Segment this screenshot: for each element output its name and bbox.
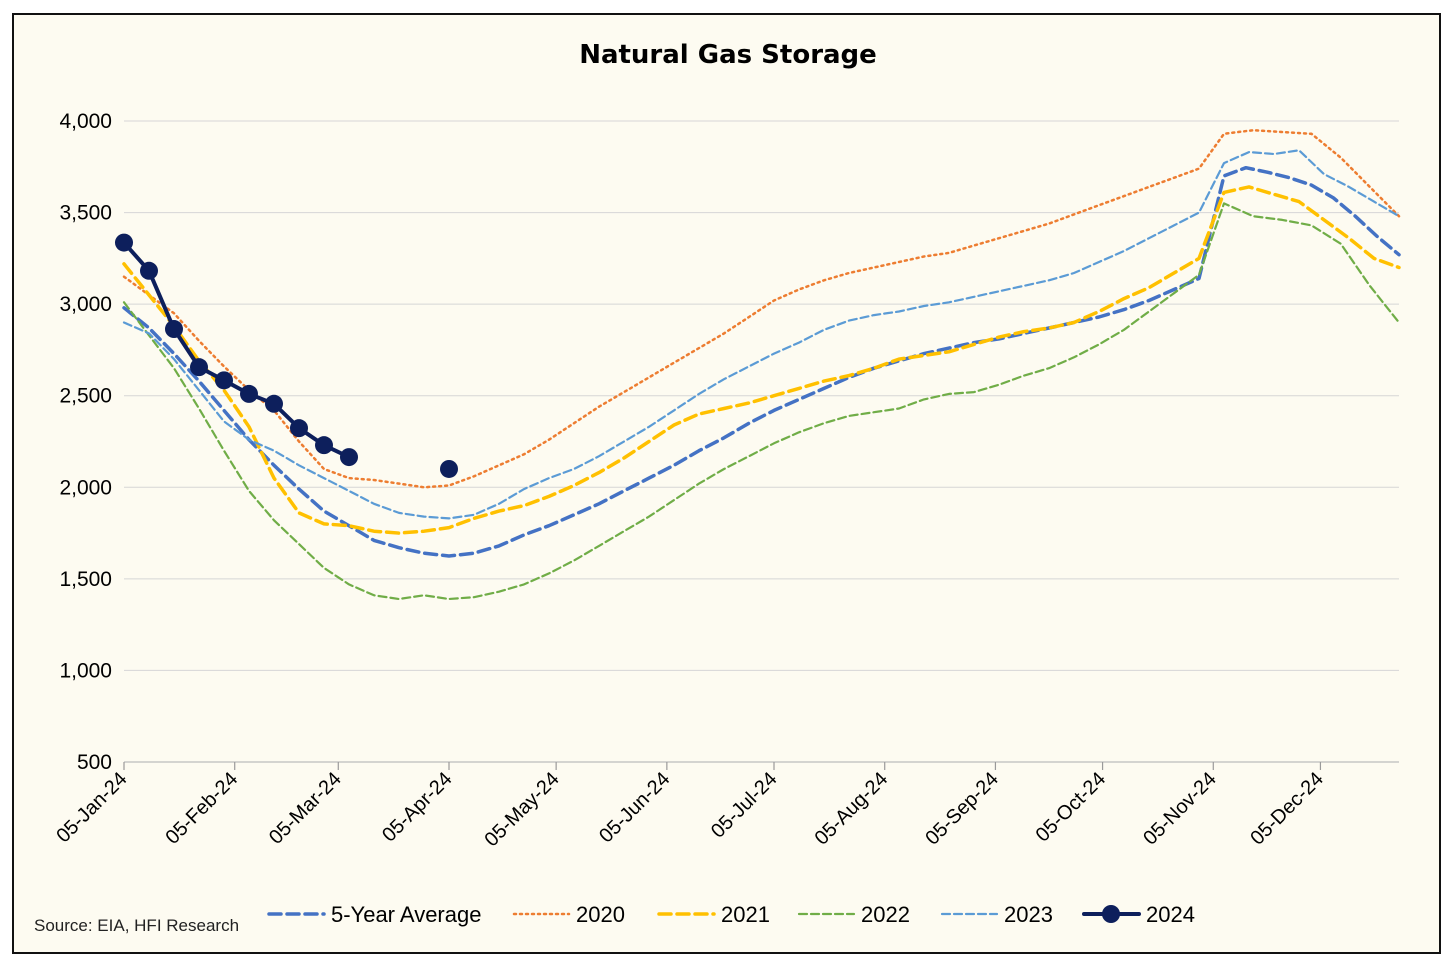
series-2024 [115, 233, 458, 478]
y-tick-label: 1,500 [59, 568, 112, 591]
data-point [190, 358, 208, 377]
data-point [165, 320, 183, 339]
y-tick-label: 4,000 [59, 110, 112, 133]
y-tick-label: 3,000 [59, 293, 112, 316]
legend-label: 2021 [721, 902, 770, 927]
series-2021 [122, 185, 1401, 535]
series-line [122, 128, 1401, 489]
legend-label: 2023 [1004, 902, 1053, 927]
legend-label: 2024 [1146, 902, 1195, 927]
data-point [290, 419, 308, 438]
series-layer [115, 128, 1401, 601]
y-tick-label: 2,500 [59, 385, 112, 408]
legend-marker [1102, 905, 1120, 923]
x-tick-label: 05-Nov-24 [1139, 768, 1221, 850]
legend-label: 5-Year Average [331, 902, 481, 927]
data-point [440, 459, 458, 478]
x-tick-label: 05-Aug-24 [811, 768, 893, 850]
x-tick-label: 05-May-24 [481, 768, 564, 851]
legend-label: 2022 [861, 902, 910, 927]
legend: 5-Year Average 2020 2021 2022 2023 2024 [267, 902, 1195, 927]
series-line [122, 240, 351, 460]
data-point [240, 384, 258, 403]
series-line [122, 185, 1401, 535]
data-point [215, 371, 233, 390]
x-tick-label: 05-Oct-24 [1032, 768, 1110, 846]
y-tick-label: 500 [77, 751, 112, 774]
source-note: Source: EIA, HFI Research [34, 916, 239, 935]
series-line [122, 165, 1401, 558]
series-line [122, 149, 1401, 520]
y-tick-label: 3,500 [59, 202, 112, 225]
x-tick-label: 05-Jun-24 [595, 768, 674, 847]
chart: Natural Gas Storage 500 1,000 1,500 2,000 2,… [34, 40, 1401, 935]
x-tick-label: 05-Feb-24 [161, 768, 242, 849]
x-tick-label: 05-Jan-24 [52, 768, 131, 847]
data-point [265, 394, 283, 413]
series-5-year-average [122, 165, 1401, 558]
series-line [122, 202, 1401, 601]
series-2023 [122, 149, 1401, 520]
x-tick-label: 05-Jul-24 [707, 768, 782, 843]
x-tick-label: 05-Mar-24 [265, 768, 346, 849]
chart-frame: Natural Gas Storage 500 1,000 1,500 2,000 2,… [12, 13, 1441, 954]
data-point [340, 448, 358, 467]
y-tick-label: 2,000 [59, 476, 112, 499]
series-2022 [122, 202, 1401, 601]
series-2020 [122, 128, 1401, 489]
data-point [315, 436, 333, 455]
gridlines [124, 120, 1399, 671]
data-point [140, 261, 158, 280]
legend-label: 2020 [576, 902, 625, 927]
chart-title: Natural Gas Storage [579, 40, 877, 70]
x-tick-label: 05-Dec-24 [1246, 768, 1328, 850]
x-tick-label: 05-Sep-24 [921, 768, 1003, 850]
data-point [115, 233, 133, 252]
x-tick-label: 05-Apr-24 [378, 768, 456, 846]
y-tick-label: 1,000 [59, 659, 112, 682]
axes: 500 1,000 1,500 2,000 2,500 3,000 3,500 4,000 05… [52, 110, 1399, 851]
